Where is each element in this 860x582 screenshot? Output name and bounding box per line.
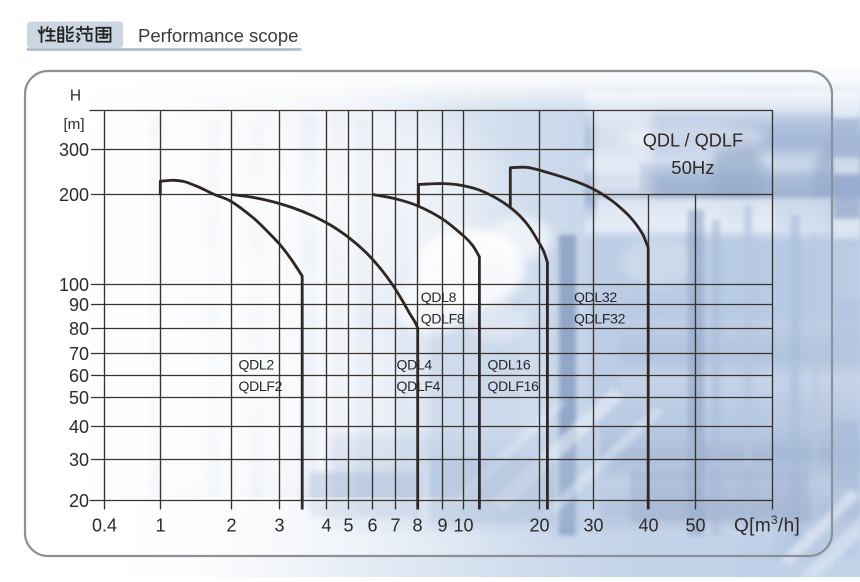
svg-text:QDLF2: QDLF2 bbox=[239, 378, 283, 394]
svg-text:20: 20 bbox=[529, 515, 549, 535]
svg-text:QDL16: QDL16 bbox=[488, 357, 531, 373]
svg-text:50Hz: 50Hz bbox=[671, 157, 714, 178]
svg-text:60: 60 bbox=[69, 366, 89, 386]
svg-text:QDLF32: QDLF32 bbox=[574, 311, 626, 327]
svg-text:90: 90 bbox=[69, 295, 89, 315]
svg-text:100: 100 bbox=[59, 275, 89, 295]
svg-text:50: 50 bbox=[685, 515, 705, 535]
svg-text:QDL8: QDL8 bbox=[421, 289, 457, 305]
svg-text:QDLF16: QDLF16 bbox=[488, 378, 540, 394]
svg-text:300: 300 bbox=[59, 140, 89, 160]
svg-text:4: 4 bbox=[321, 515, 331, 535]
svg-text:[m]: [m] bbox=[63, 116, 84, 133]
svg-text:7: 7 bbox=[390, 515, 400, 535]
svg-text:1: 1 bbox=[155, 515, 165, 535]
svg-text:2: 2 bbox=[226, 515, 236, 535]
svg-text:Performance scope: Performance scope bbox=[138, 25, 298, 46]
svg-text:QDLF4: QDLF4 bbox=[397, 378, 441, 394]
svg-text:QDL32: QDL32 bbox=[574, 289, 617, 305]
svg-text:30: 30 bbox=[69, 450, 89, 470]
svg-text:8: 8 bbox=[412, 515, 422, 535]
svg-text:70: 70 bbox=[69, 344, 89, 364]
svg-text:30: 30 bbox=[583, 515, 603, 535]
svg-text:80: 80 bbox=[69, 319, 89, 339]
svg-text:QDL4: QDL4 bbox=[397, 357, 433, 373]
svg-text:6: 6 bbox=[367, 515, 377, 535]
svg-text:3: 3 bbox=[274, 515, 284, 535]
svg-text:20: 20 bbox=[69, 491, 89, 511]
svg-text:Q[m3/h]: Q[m3/h] bbox=[734, 515, 800, 537]
svg-text:40: 40 bbox=[638, 515, 658, 535]
svg-text:5: 5 bbox=[343, 515, 353, 535]
svg-text:QDL / QDLF: QDL / QDLF bbox=[643, 131, 743, 151]
svg-text:QDL2: QDL2 bbox=[239, 357, 275, 373]
svg-text:10: 10 bbox=[453, 515, 473, 535]
svg-text:200: 200 bbox=[59, 185, 89, 205]
svg-text:40: 40 bbox=[69, 417, 89, 437]
svg-text:50: 50 bbox=[69, 388, 89, 408]
svg-text:0.4: 0.4 bbox=[92, 515, 117, 535]
svg-text:QDLF8: QDLF8 bbox=[421, 311, 465, 327]
svg-text:9: 9 bbox=[437, 515, 447, 535]
svg-text:H: H bbox=[70, 88, 81, 105]
